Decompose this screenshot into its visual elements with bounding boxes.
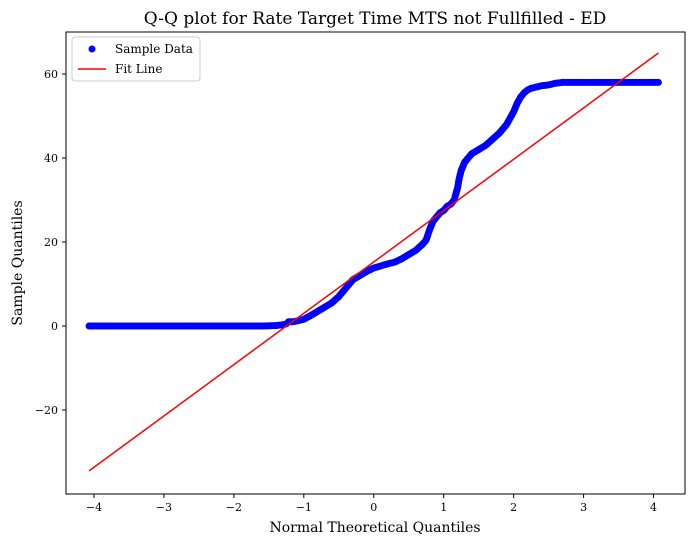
legend: Sample Data Fit Line: [71, 36, 201, 82]
x-tick-label: 1: [440, 501, 447, 514]
x-tick-label: −3: [156, 501, 172, 514]
legend-marker-sample-data: [88, 45, 96, 53]
x-tick-label: −2: [226, 501, 242, 514]
y-tick-label: 40: [44, 152, 58, 165]
plot-frame: [65, 31, 686, 495]
x-tick-label: 3: [580, 501, 587, 514]
x-tick-label: −1: [296, 501, 312, 514]
chart-title: Q-Q plot for Rate Target Time MTS not Fu…: [144, 9, 607, 29]
x-tick-label: −4: [86, 501, 102, 514]
x-axis-label: Normal Theoretical Quantiles: [269, 520, 480, 536]
y-tick-label: −20: [35, 404, 58, 417]
y-tick-label: 60: [44, 68, 58, 81]
data-point: [654, 78, 662, 86]
y-axis-label: Sample Quantiles: [10, 200, 26, 325]
legend-box: [71, 36, 201, 82]
legend-label-fit-line: Fit Line: [115, 62, 162, 76]
x-tick-label: 0: [370, 501, 377, 514]
series-fit-line: [88, 52, 659, 472]
legend-label-sample-data: Sample Data: [115, 42, 193, 56]
y-tick-label: 20: [44, 236, 58, 249]
series-sample-data: [85, 78, 662, 330]
y-tick-label: 0: [51, 320, 58, 333]
x-tick-label: 2: [510, 501, 517, 514]
x-tick-label: 4: [650, 501, 657, 514]
